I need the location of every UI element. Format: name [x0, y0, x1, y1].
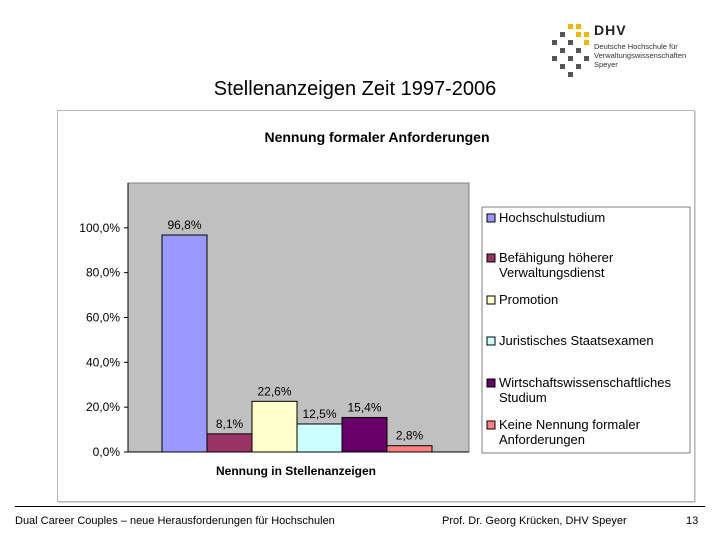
legend-label-2: Befähigung höherer Verwaltungsdienst	[499, 250, 614, 280]
logo-dots-icon	[552, 24, 592, 77]
data-label-3: 22,6%	[257, 384, 291, 398]
chart-title: Nennung formaler Anforderungen	[264, 129, 489, 145]
y-tick-label: 20,0%	[86, 400, 120, 414]
legend-label-4: Juristisches Staatsexamen	[499, 333, 654, 348]
legend-swatch-5	[486, 378, 496, 388]
bar-chart: Nennung formaler Anforderungen 0,0% 20,0% 4…	[79, 129, 691, 478]
slide-title: Stellenanzeigen Zeit 1997-2006	[213, 78, 497, 100]
data-label-5: 15,4%	[347, 400, 381, 414]
data-label-4: 12,5%	[302, 407, 336, 421]
legend-swatch-4	[486, 336, 496, 346]
legend-label-3: Promotion	[499, 292, 558, 307]
chart-frame: Nennung formaler Anforderungen 0,0% 20,0% 4…	[57, 110, 695, 502]
legend-label-1: Hochschulstudium	[499, 210, 605, 225]
legend-box	[481, 206, 691, 454]
bar-4	[296, 423, 343, 453]
y-tick-label: 0,0%	[93, 445, 121, 459]
y-tick-label: 80,0%	[86, 266, 120, 280]
bar-5	[341, 416, 388, 453]
legend-label-6: Keine Nennung formaler Anforderungen	[499, 417, 641, 447]
logo-name: DHV	[594, 22, 627, 38]
y-tick-label: 40,0%	[86, 355, 120, 369]
page-number: 13	[686, 515, 699, 527]
dhv-logo: DHV Deutsche Hochschule für Verwaltungsw…	[552, 22, 712, 78]
bar-6	[386, 445, 433, 453]
footer-right-text: Prof. Dr. Georg Krücken, DHV Speyer	[442, 515, 627, 527]
legend-label-5: Wirtschaftswissenschaftliches Studium	[499, 375, 671, 405]
y-tick-label: 60,0%	[86, 311, 120, 325]
logo-line-1: Deutsche Hochschule für	[594, 42, 678, 51]
data-label-1: 96,8%	[167, 218, 201, 232]
bar-3	[251, 400, 298, 453]
bar-1	[161, 234, 208, 453]
data-label-2: 8,1%	[216, 417, 244, 431]
logo-line-3: Speyer	[594, 60, 618, 69]
legend-swatch-2	[486, 253, 496, 263]
footer-divider	[15, 506, 705, 507]
bar-2	[206, 433, 253, 453]
legend-swatch-3	[486, 295, 496, 305]
y-tick-label: 100,0%	[79, 221, 120, 235]
x-axis-label: Nennung in Stellenanzeigen	[216, 464, 376, 478]
legend-swatch-6	[486, 420, 496, 430]
legend-swatch-1	[486, 213, 496, 223]
logo-line-2: Verwaltungswissenschaften	[594, 51, 687, 60]
data-label-6: 2,8%	[396, 429, 424, 443]
footer-left-text: Dual Career Couples – neue Herausforderu…	[15, 515, 335, 527]
